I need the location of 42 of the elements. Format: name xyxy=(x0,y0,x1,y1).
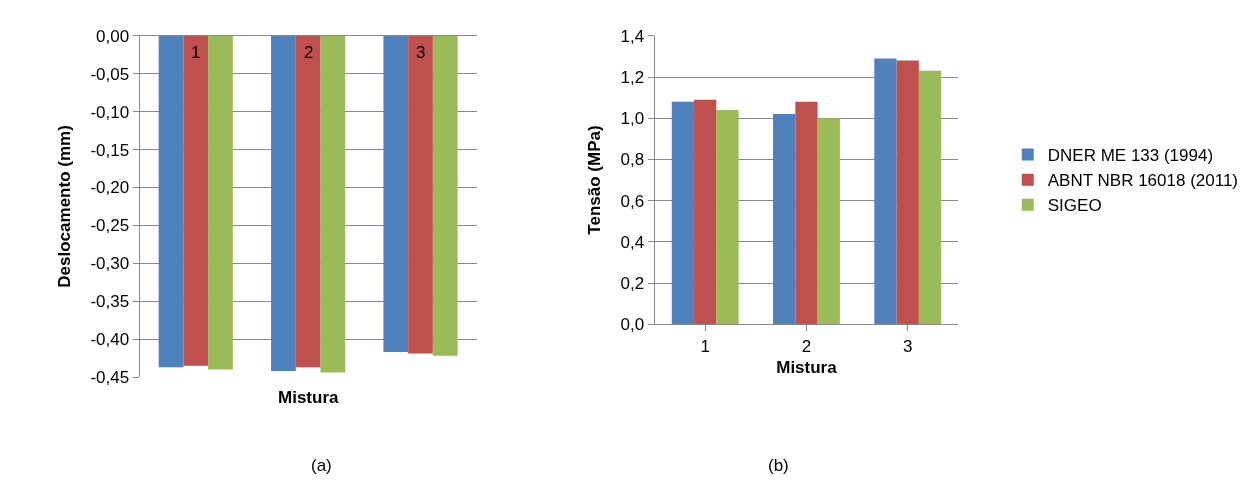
bar xyxy=(874,58,897,325)
bar xyxy=(716,109,739,325)
y-tick-label: -0,45 xyxy=(90,368,130,388)
text: (a) xyxy=(311,456,332,475)
y-tick-label: -0,25 xyxy=(90,216,130,236)
y-tick-label: -0,40 xyxy=(90,330,130,350)
bar xyxy=(773,114,796,325)
y-tick-label: -0,05 xyxy=(90,64,130,84)
y-tick-label: -0,15 xyxy=(90,140,130,160)
x-axis-title: Mistura xyxy=(776,358,838,377)
y-tick-label: -0,30 xyxy=(90,254,130,274)
x-tick-label: 1 xyxy=(700,336,710,356)
x-tick-label: 2 xyxy=(801,336,812,356)
y-tick-label: -0,20 xyxy=(90,178,130,198)
bar xyxy=(671,101,695,325)
x-tick-label: 3 xyxy=(416,43,426,62)
y-axis-title: Deslocamento (mm) xyxy=(54,125,74,288)
y-tick-label: -0,10 xyxy=(90,102,130,122)
y-tick-label: 0,4 xyxy=(620,232,645,252)
text: (b) xyxy=(768,456,789,475)
y-tick-label: 0,6 xyxy=(620,191,645,211)
legend-label: ABNT NBR 16018 (2011) xyxy=(1047,171,1239,191)
bar xyxy=(918,70,942,325)
y-tick-label: 0,2 xyxy=(620,273,645,293)
y-tick-label: 1,4 xyxy=(620,26,645,46)
bar xyxy=(795,101,818,325)
y-tick-label: 1,0 xyxy=(620,109,645,129)
y-axis-title: Tensão (MPa) xyxy=(585,125,605,235)
legend-label: DNER ME 133 (1994) xyxy=(1047,146,1214,166)
bar xyxy=(817,118,840,325)
x-tick-label: 2 xyxy=(304,43,314,62)
y-tick-label: 0,8 xyxy=(620,150,645,170)
legend-label: SIGEO xyxy=(1047,196,1102,216)
x-tick-label: 3 xyxy=(903,336,913,356)
y-tick-label: -0,35 xyxy=(90,292,130,312)
y-tick-label: 0,00 xyxy=(96,26,130,46)
bar xyxy=(694,99,717,325)
y-tick-label: 1,2 xyxy=(620,67,645,87)
bar xyxy=(896,60,919,325)
x-axis-title: Mistura xyxy=(278,388,339,407)
x-tick-label: 1 xyxy=(191,43,201,62)
y-tick-label: 0,0 xyxy=(620,315,645,335)
